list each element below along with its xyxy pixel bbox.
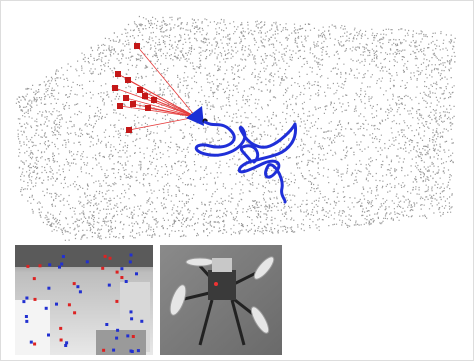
feature-point [126, 127, 132, 133]
feature-point [109, 257, 112, 260]
feature-point [64, 344, 67, 347]
feature-point [117, 103, 123, 109]
feature-point [65, 341, 68, 344]
drone-body [208, 270, 236, 300]
feature-point [33, 277, 36, 280]
feature-point [151, 97, 157, 103]
feature-point [130, 254, 133, 257]
feature-point [101, 267, 104, 270]
feature-point [73, 282, 76, 285]
feature-point [123, 95, 129, 101]
feature-point [115, 71, 121, 77]
feature-point [137, 87, 143, 93]
feature-point [112, 85, 118, 91]
feature-point [140, 320, 143, 323]
feature-point [112, 349, 115, 352]
feature-point [130, 317, 133, 320]
figure [0, 0, 474, 361]
feature-point [86, 260, 89, 263]
page: (() => { const NS = 'http://www.w3.org/2… [0, 0, 474, 361]
feature-point [58, 266, 61, 269]
drone-inset [160, 245, 282, 355]
feature-point [120, 276, 123, 279]
feature-point [129, 260, 132, 263]
feature-point [105, 323, 108, 326]
feature-point [45, 307, 48, 310]
feature-point [39, 264, 42, 267]
feature-point [48, 263, 51, 266]
feature-point [62, 255, 65, 258]
feature-point [60, 339, 63, 342]
feature-point [34, 298, 37, 301]
feature-point [132, 335, 135, 338]
feature-point [126, 334, 129, 337]
feature-point [73, 311, 76, 314]
feature-point [130, 101, 136, 107]
camera-view-inset [15, 245, 153, 355]
feature-point [130, 350, 133, 353]
feature-point [104, 255, 107, 258]
feature-point [137, 349, 140, 352]
feature-point [102, 349, 105, 352]
feature-point [115, 337, 118, 340]
feature-point [115, 300, 118, 303]
feature-point [145, 105, 151, 111]
feature-point [116, 271, 119, 274]
feature-point [68, 303, 71, 306]
feature-point [25, 320, 28, 323]
feature-point [25, 297, 28, 300]
feature-point [26, 265, 29, 268]
feature-point [134, 43, 140, 49]
feature-point [33, 343, 36, 346]
feature-point [55, 303, 58, 306]
feature-point [47, 334, 50, 337]
feature-point [120, 267, 123, 270]
feature-point [125, 280, 128, 283]
feature-point [25, 315, 28, 318]
feature-point [130, 310, 133, 313]
feature-point [60, 263, 63, 266]
led [214, 282, 218, 286]
feature-point [79, 290, 82, 293]
camera-module [212, 258, 232, 272]
feature-point [108, 284, 111, 287]
feature-point [116, 329, 119, 332]
feature-point [59, 327, 62, 330]
feature-point [47, 287, 50, 290]
feature-point [30, 341, 33, 344]
feature-point [125, 77, 131, 83]
feature-point [76, 285, 79, 288]
feature-point [142, 93, 148, 99]
feature-point [135, 272, 138, 275]
feature-point [22, 300, 25, 303]
